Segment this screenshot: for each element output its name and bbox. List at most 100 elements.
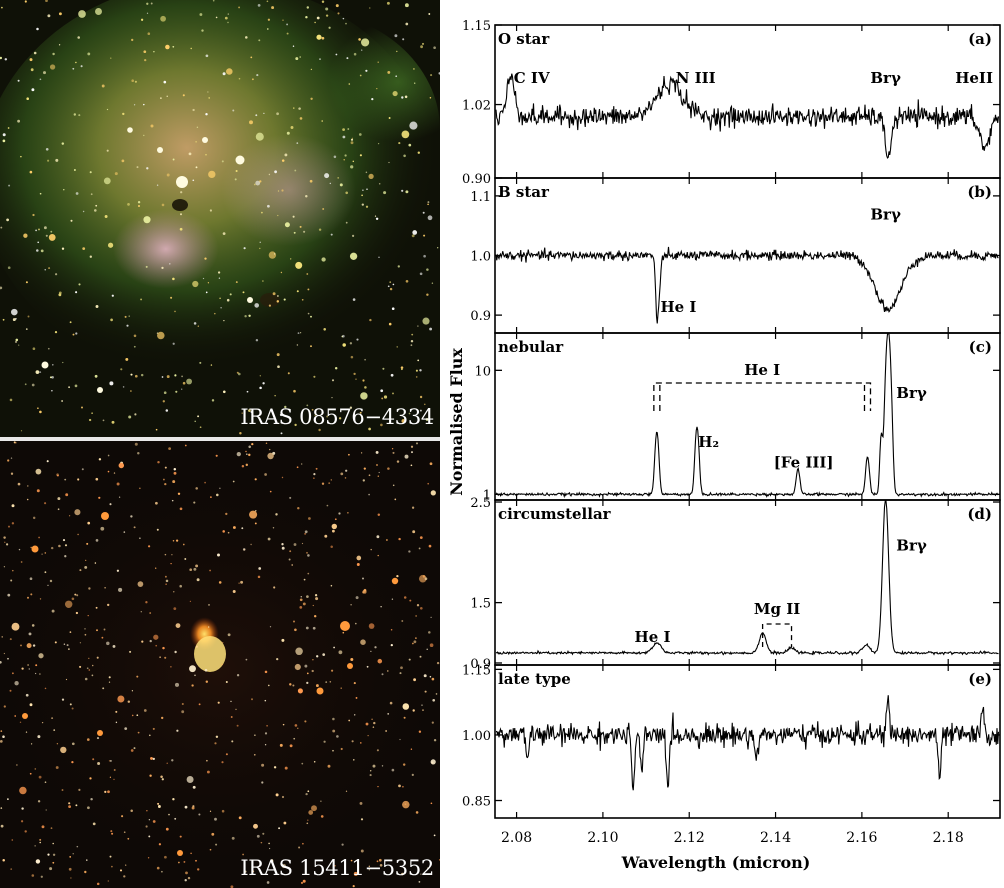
star [412, 530, 416, 534]
star [417, 325, 419, 327]
star [302, 879, 306, 883]
panel-tag: (b) [967, 183, 992, 201]
star [55, 273, 58, 276]
star [377, 785, 379, 788]
star [297, 688, 303, 694]
line-bracket [761, 623, 793, 647]
star [268, 251, 277, 259]
star [137, 201, 141, 204]
star [33, 51, 37, 55]
star [304, 720, 307, 723]
star [38, 653, 44, 659]
star [360, 818, 364, 821]
star [95, 8, 102, 15]
star [174, 817, 177, 820]
star [184, 879, 187, 882]
star [161, 376, 164, 378]
star [40, 875, 43, 878]
star [20, 820, 24, 823]
star [125, 864, 127, 866]
star [24, 0, 27, 3]
star [41, 553, 43, 555]
star [391, 307, 395, 311]
star [396, 50, 398, 53]
star [402, 38, 405, 41]
star [249, 510, 258, 519]
star-field [0, 441, 440, 888]
star [160, 97, 162, 99]
star [2, 133, 6, 137]
star [362, 589, 367, 594]
star [34, 672, 37, 675]
y-tick-label: 1.5 [470, 597, 491, 612]
star [104, 790, 107, 794]
star [171, 759, 174, 762]
star [358, 133, 362, 136]
star [182, 94, 185, 97]
star [35, 370, 40, 374]
star [369, 7, 371, 9]
star [20, 561, 23, 563]
star [147, 857, 150, 859]
nebula-image-art [0, 0, 440, 437]
star [149, 734, 151, 737]
star [262, 280, 264, 282]
star [254, 303, 260, 308]
star [298, 846, 301, 849]
star [245, 450, 247, 453]
star [72, 67, 75, 70]
star [28, 632, 32, 636]
star [409, 599, 412, 602]
star [157, 802, 160, 805]
bright-star [22, 713, 28, 719]
star [297, 727, 299, 729]
star [372, 764, 376, 768]
star [182, 381, 186, 385]
star [44, 552, 47, 554]
bright-star [202, 137, 208, 143]
star [301, 542, 304, 545]
star [350, 141, 354, 145]
star [416, 604, 420, 607]
star [427, 867, 429, 870]
star [430, 802, 433, 805]
star [316, 16, 320, 20]
star [412, 642, 414, 645]
star [259, 386, 262, 390]
star [341, 843, 344, 846]
star [7, 266, 11, 270]
star [75, 192, 79, 195]
star [152, 727, 155, 730]
star [296, 142, 299, 144]
star [35, 859, 41, 864]
star [208, 626, 210, 628]
star [279, 743, 283, 747]
star [136, 166, 139, 169]
star [234, 178, 237, 181]
star [152, 820, 156, 823]
star [69, 631, 72, 633]
star [306, 681, 309, 685]
star [261, 781, 264, 784]
panel-frame [494, 499, 1001, 666]
star [360, 849, 364, 853]
star [258, 39, 261, 42]
star [199, 13, 203, 16]
star [122, 386, 125, 388]
star [137, 204, 141, 208]
star [321, 0, 325, 3]
star [71, 742, 75, 746]
line-label: Brγ [896, 536, 927, 554]
star [263, 112, 265, 115]
star [273, 766, 277, 769]
star [38, 228, 40, 231]
star [188, 152, 192, 156]
star [49, 64, 56, 70]
star [95, 204, 98, 207]
star [320, 815, 324, 818]
star [306, 404, 309, 407]
star [72, 333, 75, 336]
star [39, 192, 42, 195]
star [31, 624, 35, 627]
star [241, 464, 245, 468]
